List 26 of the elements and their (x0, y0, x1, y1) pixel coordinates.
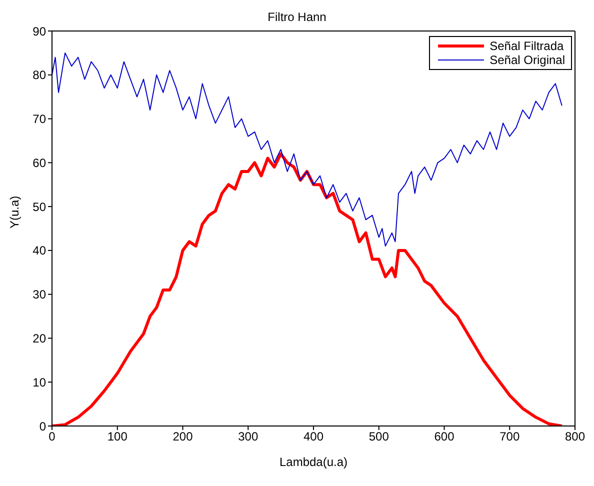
x-tick-label: 800 (564, 430, 586, 444)
x-tick-label: 700 (500, 430, 520, 444)
y-tick-label: 0 (39, 419, 46, 434)
x-tick-label: 0 (48, 430, 56, 444)
x-tick-label: 500 (368, 430, 390, 444)
x-tick-label: 200 (172, 430, 194, 444)
y-tick-label: 40 (32, 244, 46, 258)
y-tick-label: 20 (32, 331, 46, 346)
y-tick-label: 80 (32, 68, 46, 82)
y-tick-label: 60 (32, 156, 46, 170)
x-tick-label: 400 (303, 430, 324, 444)
line-series (52, 52, 562, 247)
x-tick-label: 600 (434, 430, 455, 444)
chart-title: Filtro Hann (266, 10, 328, 24)
x-tick-label: 100 (107, 430, 128, 444)
y-tick-label: 30 (32, 288, 46, 302)
legend-label: Señal Original (490, 53, 565, 67)
x-tick-label: 300 (238, 430, 258, 444)
legend-label: Señal Filtrada (490, 39, 564, 53)
y-tick-label: 10 (32, 375, 46, 390)
y-tick-label: 90 (32, 24, 46, 38)
y-tick-label: 70 (32, 112, 46, 126)
y-axis-title: Y(u.a) (7, 196, 22, 228)
y-tick-label: 50 (32, 200, 46, 214)
line-series (52, 152, 564, 426)
x-axis-title: Lambda(u.a) (279, 455, 348, 469)
